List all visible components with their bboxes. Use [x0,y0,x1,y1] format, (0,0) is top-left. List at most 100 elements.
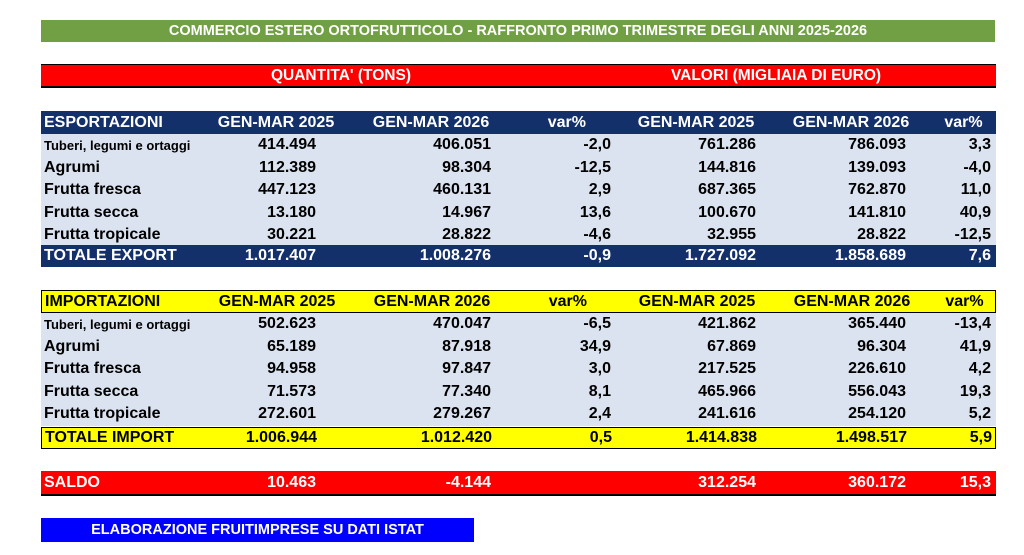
table-row: Frutta secca 13.180 14.967 13,6 100.670 141.8… [41,202,996,225]
total-val-var: 5,9 [969,429,992,446]
val-2025-cell: 687.365 [698,181,756,199]
val-2025-cell: 241.616 [698,405,756,423]
header-val-2025: GEN-MAR 2025 [638,292,756,310]
qty-2025-cell: 30.221 [267,226,316,244]
saldo-val-2025: 312.254 [698,473,756,491]
val-2026-cell: 254.120 [848,405,906,423]
val-var-cell: 11,0 [960,181,991,199]
total-val-2026: 1.498.517 [835,429,907,446]
qty-2025-cell: 112.389 [259,158,316,176]
table-row: Frutta fresca 94.958 97.847 3,0 217.525 226.6… [41,358,996,381]
val-2025-cell: 217.525 [698,360,756,378]
export-total-row: TOTALE EXPORT 1.017.407 1.008.276 -0,9 1… [41,245,996,267]
val-var-cell: 41,9 [959,337,991,355]
saldo-qty-2025: 10.463 [267,473,316,491]
total-qty-2025: 1.017.407 [244,247,316,264]
row-label-cell: Agrumi [44,337,100,355]
header-val-2026: GEN-MAR 2026 [792,113,910,131]
qty-var-cell: 8,1 [588,382,611,400]
table-row: Frutta tropicale 30.221 28.822 -4,6 32.955 28… [41,224,996,247]
val-2026-cell: 139.093 [848,158,906,176]
total-qty-2026: 1.012.420 [420,429,492,446]
saldo-val-2026: 360.172 [848,473,906,491]
table-row: Frutta fresca 447.123 460.131 2,9 687.365 762… [41,179,996,202]
qty-2025-cell: 272.601 [258,405,316,423]
header-val-var: var% [944,113,983,131]
qty-2026-cell: 279.267 [433,405,491,423]
val-var-cell: 5,2 [968,405,991,423]
header-qty-2025: GEN-MAR 2025 [218,292,336,310]
val-2026-cell: 556.043 [848,382,906,400]
total-qty-var: -0,9 [583,247,611,264]
header-qty-var: var% [547,113,586,131]
val-var-cell: 19,3 [959,382,991,400]
qty-2025-cell: 414.494 [258,136,316,154]
qty-2025-cell: 71.573 [267,382,316,400]
total-label: TOTALE EXPORT [44,247,177,264]
qty-2025-cell: 502.623 [258,315,316,333]
export-section-label: ESPORTAZIONI [44,113,163,131]
val-2025-cell: 421.862 [698,315,756,333]
row-label-cell: Frutta fresca [44,360,141,378]
val-var-cell: -12,5 [954,226,991,244]
table-row: Agrumi 65.189 87.918 34,9 67.869 96.304 41,9 [41,336,996,359]
source-note: ELABORAZIONE FRUITIMPRESE SU DATI ISTAT [41,518,474,542]
import-total-row: TOTALE IMPORT 1.006.944 1.012.420 0,5 1.… [41,427,996,449]
val-var-cell: -4,0 [963,158,991,176]
saldo-qty-2026: -4.144 [445,473,491,491]
saldo-label: SALDO [44,473,100,491]
val-2025-cell: 32.955 [707,226,756,244]
val-2025-cell: 465.966 [698,382,756,400]
qty-2026-cell: 406.051 [433,136,491,154]
total-val-var: 7,6 [968,247,991,264]
row-label-cell: Frutta secca [44,203,139,221]
qty-var-cell: -12,5 [574,158,611,176]
val-2025-cell: 67.869 [707,337,756,355]
table-row: Agrumi 112.389 98.304 -12,5 144.816 139.093 -4… [41,157,996,180]
import-section-label: IMPORTAZIONI [45,292,161,310]
report-title: COMMERCIO ESTERO ORTOFRUTTICOLO - RAFFRO… [41,20,995,42]
row-label-cell: Frutta tropicale [44,405,161,423]
value-unit-label: VALORI (MIGLIAIA DI EURO) [670,66,882,84]
table-row: Frutta secca 71.573 77.340 8,1 465.966 556.04… [41,381,996,404]
table-row: Frutta tropicale 272.601 279.267 2,4 241.616… [41,403,996,426]
units-bar: QUANTITA' (TONS) VALORI (MIGLIAIA DI EUR… [41,64,996,88]
val-2026-cell: 365.440 [848,315,906,333]
val-var-cell: 4,2 [968,360,991,378]
total-val-2025: 1.414.838 [685,429,757,446]
total-qty-2026: 1.008.276 [419,247,491,264]
qty-2026-cell: 460.131 [433,181,491,199]
quantity-unit-label: QUANTITA' (TONS) [270,66,411,84]
val-2025-cell: 761.286 [698,136,756,154]
qty-2026-cell: 87.918 [442,337,491,355]
qty-2026-cell: 98.304 [442,158,491,176]
qty-2026-cell: 470.047 [433,315,491,333]
qty-2026-cell: 14.967 [442,203,491,221]
import-header-row: IMPORTAZIONI GEN-MAR 2025 GEN-MAR 2026 v… [41,290,996,313]
qty-var-cell: 34,9 [579,337,611,355]
qty-2026-cell: 77.340 [442,382,491,400]
qty-2025-cell: 65.189 [267,337,316,355]
qty-var-cell: 13,6 [579,203,611,221]
qty-2025-cell: 13.180 [267,203,316,221]
qty-var-cell: -6,5 [583,315,611,333]
val-2026-cell: 226.610 [848,360,906,378]
table-row: Tuberi, legumi e ortaggi 414.494 406.051 -2… [41,134,996,157]
row-label-cell: Frutta secca [44,382,139,400]
saldo-row: SALDO 10.463 -4.144 312.254 360.172 15,3 [41,471,996,496]
row-label-cell: Frutta fresca [44,181,141,199]
export-header-row: ESPORTAZIONI GEN-MAR 2025 GEN-MAR 2026 v… [41,111,996,134]
val-var-cell: 40,9 [959,203,991,221]
qty-2026-cell: 97.847 [442,360,491,378]
val-2026-cell: 28.822 [857,226,906,244]
val-2026-cell: 762.870 [848,181,906,199]
table-row: Tuberi, legumi e ortaggi 502.623 470.047 -6… [41,313,996,336]
export-table-body: Tuberi, legumi e ortaggi 414.494 406.051 -2… [41,134,996,245]
val-var-cell: -13,4 [954,315,991,333]
row-label-cell: Agrumi [44,158,100,176]
qty-var-cell: 2,4 [588,405,611,423]
qty-var-cell: 2,9 [588,181,611,199]
total-val-2026: 1.858.689 [834,247,906,264]
val-2026-cell: 141.810 [848,203,906,221]
header-qty-2026: GEN-MAR 2026 [372,113,490,131]
